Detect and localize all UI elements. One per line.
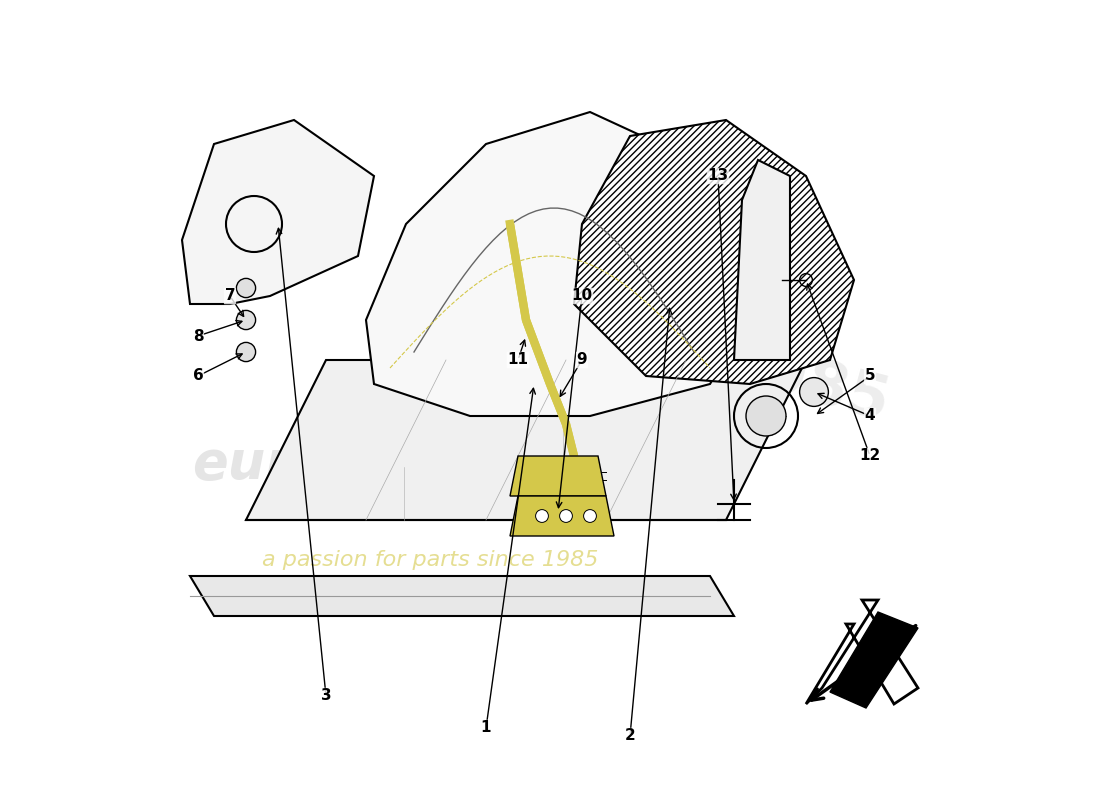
Text: 3: 3 bbox=[321, 689, 331, 703]
Text: 2: 2 bbox=[625, 729, 636, 743]
Polygon shape bbox=[734, 160, 790, 360]
Polygon shape bbox=[510, 456, 606, 496]
Polygon shape bbox=[830, 612, 918, 708]
Text: 7: 7 bbox=[224, 289, 235, 303]
Text: 4: 4 bbox=[865, 409, 876, 423]
Text: 9: 9 bbox=[576, 353, 587, 367]
Polygon shape bbox=[510, 496, 614, 536]
Circle shape bbox=[584, 510, 596, 522]
Text: euroclassics: euroclassics bbox=[192, 438, 556, 490]
Polygon shape bbox=[574, 120, 854, 384]
Polygon shape bbox=[182, 120, 374, 304]
Circle shape bbox=[746, 396, 786, 436]
Text: 1985: 1985 bbox=[716, 334, 895, 434]
Text: 6: 6 bbox=[192, 369, 204, 383]
Circle shape bbox=[800, 378, 828, 406]
Text: 12: 12 bbox=[859, 449, 881, 463]
Text: 8: 8 bbox=[192, 329, 204, 343]
Circle shape bbox=[236, 342, 255, 362]
Text: 10: 10 bbox=[571, 289, 593, 303]
Text: 1: 1 bbox=[481, 721, 492, 735]
Polygon shape bbox=[246, 360, 806, 520]
Text: a passion for parts since 1985: a passion for parts since 1985 bbox=[262, 550, 598, 570]
Circle shape bbox=[536, 510, 549, 522]
Polygon shape bbox=[366, 112, 734, 416]
Circle shape bbox=[560, 510, 572, 522]
Text: 11: 11 bbox=[507, 353, 528, 367]
Text: 13: 13 bbox=[707, 169, 728, 183]
Circle shape bbox=[236, 278, 255, 298]
Circle shape bbox=[236, 310, 255, 330]
Polygon shape bbox=[190, 576, 734, 616]
Text: 5: 5 bbox=[865, 369, 876, 383]
